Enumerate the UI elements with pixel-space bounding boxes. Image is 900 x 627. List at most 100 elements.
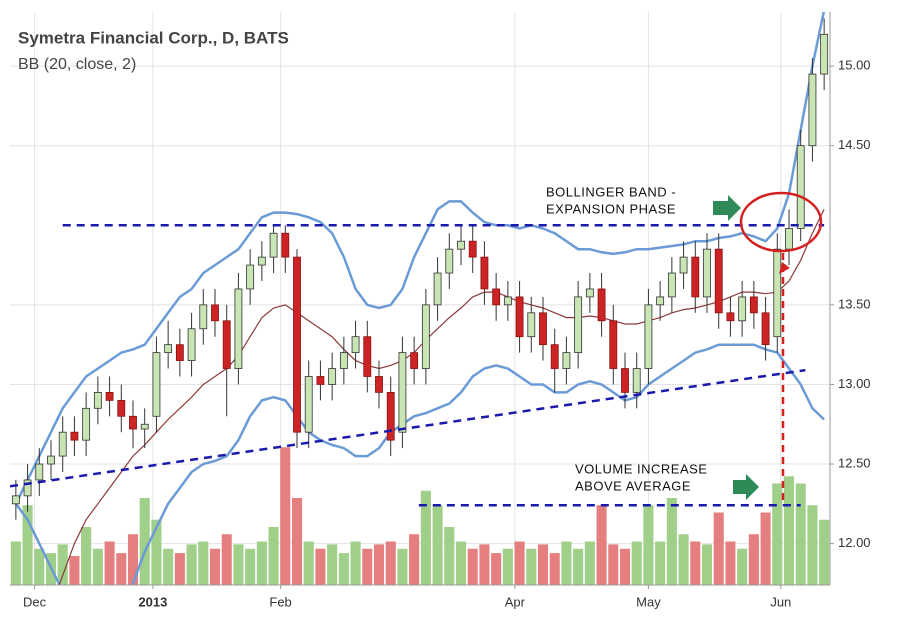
volume-bar: [643, 505, 654, 585]
volume-bar: [619, 548, 631, 585]
candle-body: [293, 256, 301, 433]
volume-bar: [151, 519, 162, 585]
band-upper: [14, 12, 826, 505]
volume-bar: [327, 544, 338, 585]
candle-body: [749, 296, 758, 314]
volume-bar: [233, 544, 244, 585]
candle-body: [304, 376, 313, 433]
volume-bar: [701, 544, 713, 585]
volume-layer: [10, 447, 830, 585]
y-tick-label: 14.50: [838, 137, 871, 152]
candle-body: [257, 256, 266, 266]
volume-bar: [350, 541, 361, 585]
volume-bar: [69, 556, 80, 585]
volume-bar: [315, 548, 326, 585]
volume-bar: [748, 534, 759, 585]
candle-body: [199, 304, 208, 330]
candle-body: [773, 248, 782, 338]
volume-bar: [116, 553, 127, 585]
axes: 12.00 12.50 13.00 13.50 14.50 15.00 Dec 2013 Feb…: [10, 12, 871, 609]
candle-body: [11, 495, 20, 505]
y-tick-label: 12.00: [838, 535, 871, 550]
candle-body: [351, 336, 360, 354]
candle-body: [492, 288, 501, 306]
candle-body: [70, 431, 79, 441]
candles-layer: [11, 18, 829, 520]
candle-body: [503, 296, 512, 306]
candle-body: [433, 272, 442, 306]
annotation-line: BOLLINGER BAND -: [546, 184, 676, 199]
volume-bar: [502, 548, 513, 585]
volume-bar: [198, 541, 209, 585]
chart-subtitle: BB (20, close, 2): [18, 56, 136, 73]
candle-body: [246, 264, 255, 290]
candle-body: [562, 352, 571, 369]
candle-body: [808, 73, 817, 147]
volume-bar: [526, 548, 537, 585]
candle-body: [386, 392, 395, 441]
volume-bar: [186, 544, 197, 585]
volume-bar: [737, 548, 748, 585]
volume-bar: [362, 548, 373, 585]
candle-body: [281, 232, 290, 258]
chart-title: Symetra Financial Corp., D, BATS: [18, 28, 289, 47]
volume-bar: [139, 498, 150, 585]
green-arrow: [713, 195, 741, 221]
volume-bar: [34, 548, 45, 585]
candle-body: [515, 296, 524, 338]
y-tick-label: 15.00: [838, 58, 871, 73]
candle-body: [468, 240, 477, 258]
volume-bar: [561, 541, 572, 585]
trend-layer: [10, 224, 825, 507]
volume-bar: [631, 541, 642, 585]
volume-bar: [514, 541, 525, 585]
candle-body: [328, 368, 337, 385]
candle-body: [667, 272, 676, 298]
candle-body: [211, 304, 219, 322]
volume-bar: [10, 541, 21, 585]
candle-body: [105, 392, 114, 401]
volume-bar: [713, 512, 724, 585]
volume-bar: [420, 490, 431, 585]
candle-body: [703, 248, 711, 298]
candle-body: [35, 463, 44, 481]
volume-bar: [608, 544, 619, 585]
highlight-circle: [739, 191, 823, 253]
candle-body: [820, 33, 829, 75]
y-tick-label: 13.00: [838, 376, 871, 391]
candle-body: [129, 415, 137, 430]
x-tick-label: Feb: [269, 594, 291, 609]
volume-bar: [655, 541, 666, 585]
volume-bar: [678, 534, 689, 585]
x-tick-label: Dec: [23, 594, 47, 609]
candle-body: [140, 423, 149, 430]
candle-body: [714, 248, 723, 314]
volume-bar: [491, 553, 502, 585]
candle-body: [445, 248, 454, 274]
volume-bar: [256, 541, 267, 585]
candle-body: [234, 288, 243, 369]
candle-body: [316, 376, 325, 385]
candle-body: [117, 399, 126, 417]
volume-bar: [92, 548, 103, 585]
volume-bar: [725, 541, 736, 585]
volume-bar: [666, 498, 677, 585]
green-arrow: [733, 474, 759, 500]
candle-body: [679, 256, 688, 274]
candle-body: [609, 320, 618, 369]
x-tick-label: Apr: [505, 594, 526, 609]
volume-bar: [280, 447, 291, 585]
candle-body: [527, 312, 536, 338]
candle-body: [539, 312, 547, 346]
volume-bar: [174, 553, 185, 585]
candle-body: [410, 352, 419, 369]
volume-bar: [432, 505, 443, 585]
volume-bar: [573, 548, 584, 585]
candle-body: [363, 336, 372, 377]
candle-body: [574, 296, 583, 354]
volume-bar: [163, 548, 174, 585]
volume-bar: [303, 541, 314, 585]
candle-body: [761, 312, 770, 346]
candle-body: [375, 376, 383, 393]
candle-body: [47, 455, 55, 465]
